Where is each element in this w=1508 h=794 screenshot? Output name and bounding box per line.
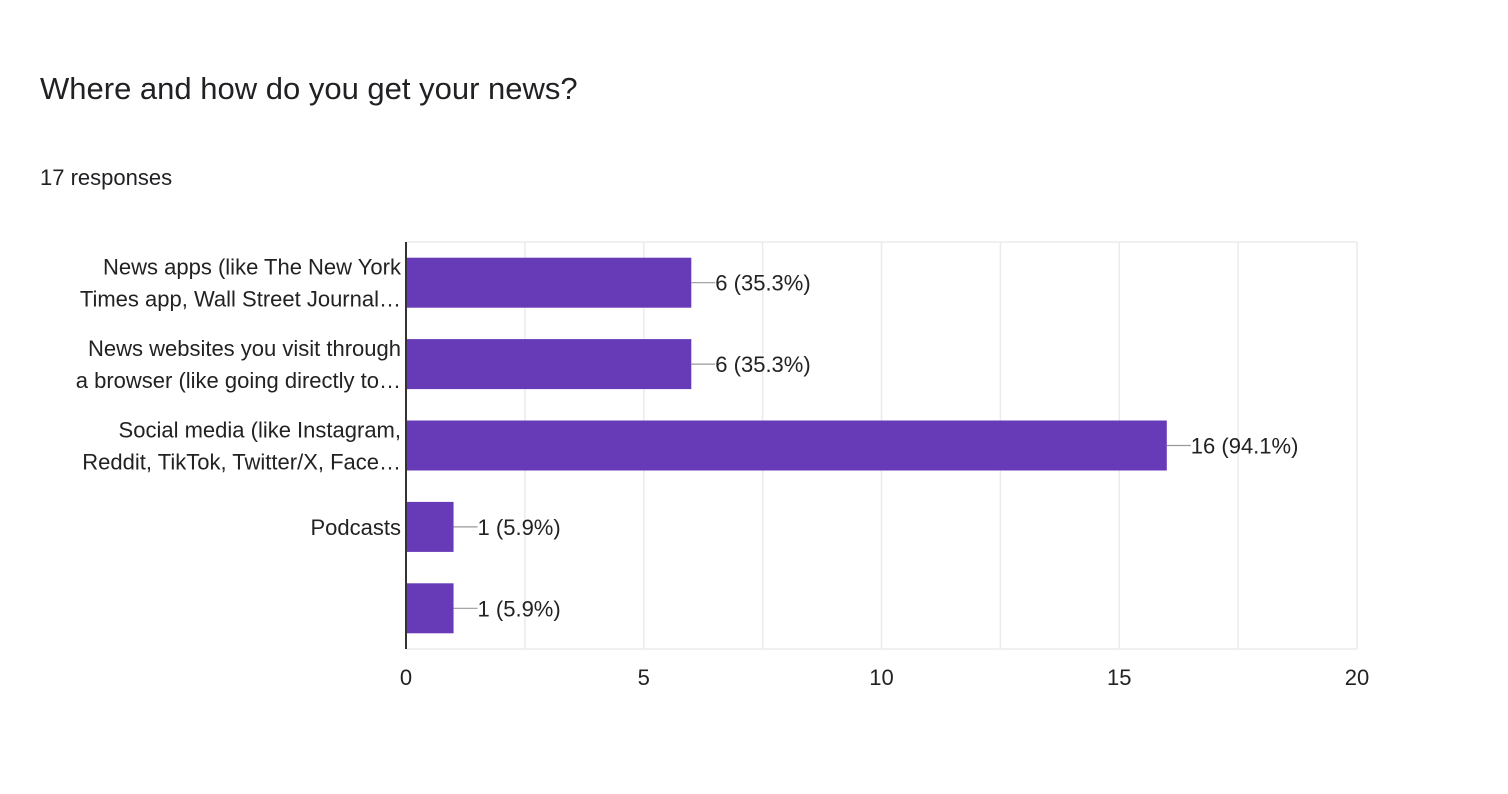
- bar: [406, 339, 692, 390]
- bar: [406, 420, 1167, 471]
- category-label: Times app, Wall Street Journal…: [80, 287, 401, 312]
- data-label: 1 (5.9%): [478, 515, 561, 540]
- x-tick-label: 15: [1107, 665, 1131, 690]
- data-label: 16 (94.1%): [1191, 434, 1299, 459]
- category-label: Social media (like Instagram,: [119, 418, 401, 443]
- category-label: Podcasts: [311, 515, 402, 540]
- bars: [406, 257, 1167, 634]
- category-label: News websites you visit through: [88, 336, 401, 361]
- data-label: 6 (35.3%): [715, 271, 810, 296]
- category-label: Reddit, TikTok, Twitter/X, Face…: [82, 450, 401, 475]
- bar: [406, 501, 454, 552]
- x-tick-label: 20: [1345, 665, 1369, 690]
- response-count: 17 responses: [40, 165, 173, 190]
- category-label: a browser (like going directly to…: [76, 368, 401, 393]
- axes: 0 5 10 15 20: [400, 242, 1369, 690]
- x-tick-label: 10: [869, 665, 893, 690]
- gridlines: [406, 241, 1358, 650]
- bar: [406, 583, 454, 634]
- labels: 6 (35.3%) News apps (like The New York Tim…: [76, 255, 1299, 622]
- question-title: Where and how do you get your news?: [40, 71, 578, 106]
- data-label: 1 (5.9%): [478, 596, 561, 621]
- x-tick-label: 0: [400, 665, 412, 690]
- x-tick-label: 5: [638, 665, 650, 690]
- bar: [406, 257, 692, 308]
- data-label: 6 (35.3%): [715, 352, 810, 377]
- category-label: News apps (like The New York: [103, 255, 402, 280]
